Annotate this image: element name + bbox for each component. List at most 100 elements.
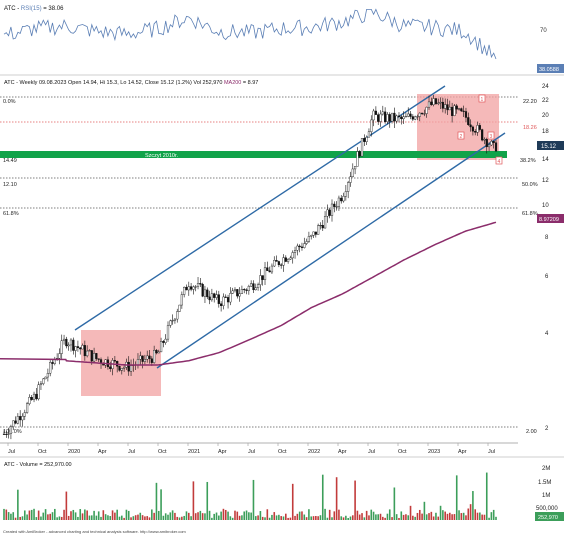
volume-bar — [56, 517, 58, 520]
candle-body — [229, 293, 232, 303]
volume-bar — [190, 516, 192, 520]
candle-body — [199, 283, 202, 285]
ma200-last-box — [537, 214, 564, 223]
candle-body — [277, 261, 280, 266]
volume-bar — [183, 515, 185, 520]
candle-body — [150, 358, 153, 363]
volume-bar — [446, 513, 449, 520]
candle-body — [335, 206, 338, 208]
price-panel: ATC - Weekly 09.08.2023 Open 14.94, Hi 1… — [0, 80, 564, 440]
candle-body — [62, 338, 66, 341]
volume-bar — [176, 516, 179, 520]
volume-bar — [141, 515, 144, 520]
volume-bar — [252, 479, 255, 520]
volume-bar — [3, 508, 5, 520]
volume-bar — [204, 513, 206, 520]
x-axis-label: Oct — [158, 449, 167, 455]
volume-bar — [291, 483, 294, 520]
volume-bar — [317, 516, 319, 520]
candle-body — [414, 116, 417, 120]
volume-bar — [44, 509, 47, 520]
volume-bar — [490, 512, 493, 520]
candle-body — [254, 287, 257, 291]
x-axis-label: Jul — [8, 449, 15, 455]
candle-body — [284, 257, 287, 262]
volume-bar — [423, 501, 426, 520]
candle-body — [44, 376, 47, 380]
candle-body — [129, 365, 133, 372]
candle-body — [113, 360, 116, 362]
volume-bar — [90, 515, 93, 520]
candle-body — [275, 260, 278, 262]
candle-body — [263, 267, 267, 280]
volume-bar — [340, 516, 343, 520]
fib-left-0: 0.0% — [3, 99, 16, 105]
volume-bar — [382, 516, 384, 520]
volume-bar — [77, 516, 79, 520]
candle-body — [139, 355, 142, 360]
volume-bar — [30, 509, 33, 520]
x-axis: Jul Oct 2020 Apr Jul Oct 2021 Apr Jul Oct 2022 Apr J… — [0, 442, 518, 455]
volume-bar — [439, 505, 442, 520]
candle-body — [353, 166, 357, 170]
volume-bar — [287, 517, 289, 520]
candle-body — [386, 114, 389, 122]
candle-body — [485, 139, 488, 148]
candle-body — [189, 286, 193, 290]
candle-body — [2, 433, 6, 435]
candle-body — [240, 289, 244, 294]
volume-bar — [97, 511, 100, 520]
candle-body — [266, 267, 269, 271]
volume-bar — [35, 517, 38, 520]
candle-body — [296, 245, 299, 251]
candle-body — [215, 294, 218, 298]
volume-bar — [485, 472, 488, 520]
candle-body — [79, 347, 82, 350]
volume-bar — [405, 514, 407, 520]
volume-bar — [109, 516, 112, 520]
volume-bar — [414, 516, 416, 520]
volume-bar — [213, 513, 215, 520]
fib-left-14-49: 14.49 — [3, 158, 17, 164]
price-title: ATC - Weekly 09.08.2023 Open 14.94, Hi 1… — [4, 80, 258, 86]
candle-body — [344, 191, 347, 197]
candle-body — [444, 104, 447, 109]
candle-body — [243, 289, 246, 291]
volume-bar — [231, 517, 234, 520]
volume-bar — [220, 511, 222, 520]
volume-last-value: 252,970 — [538, 515, 558, 521]
candle-body — [483, 139, 486, 141]
price-axis-label: 6 — [545, 274, 549, 280]
volume-bar — [224, 509, 227, 520]
candle-body — [208, 296, 211, 301]
fib-right-18-26: 18.26 — [523, 125, 537, 131]
volume-bar — [326, 517, 329, 520]
rsi-line — [3, 8, 497, 60]
candle-body — [238, 293, 241, 297]
volume-bar — [49, 513, 51, 520]
x-axis-label: Jul — [488, 449, 495, 455]
volume-bar — [342, 517, 345, 520]
candle-body — [268, 270, 271, 273]
candle-body — [377, 114, 380, 122]
volume-axis-label: 500,000 — [536, 506, 558, 512]
volume-bar — [449, 512, 451, 520]
candle-body — [462, 110, 465, 112]
candle-body — [201, 283, 204, 297]
volume-bar — [335, 477, 338, 520]
volume-bar — [121, 515, 123, 520]
volume-bar — [169, 512, 172, 520]
volume-bar — [79, 509, 82, 520]
volume-bar — [275, 515, 278, 520]
volume-bar — [93, 510, 95, 520]
zone-marker-label: 4 — [498, 159, 501, 165]
volume-bar — [167, 514, 169, 520]
volume-bar — [303, 514, 306, 520]
candle-body — [321, 225, 324, 229]
candle-body — [162, 341, 165, 343]
volume-bar — [301, 511, 303, 520]
volume-bar — [47, 514, 49, 520]
channel-lower-line — [156, 132, 506, 369]
x-axis-label: Apr — [338, 449, 347, 455]
volume-bar — [358, 514, 361, 520]
